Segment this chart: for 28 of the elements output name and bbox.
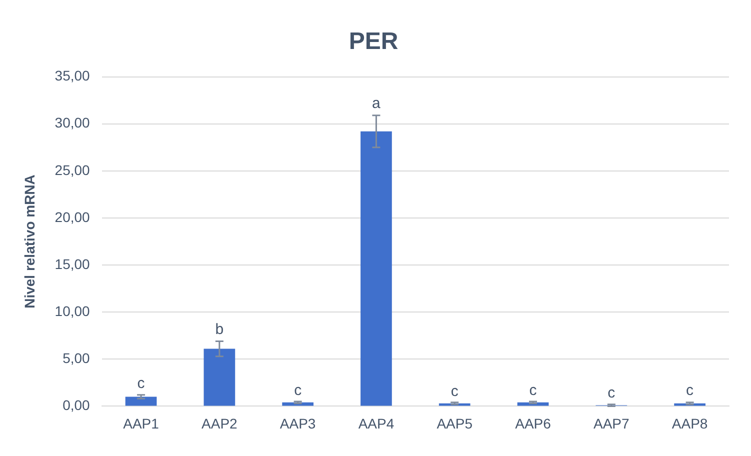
chart-title: PER (348, 28, 398, 56)
x-tick-label: AAP3 (280, 415, 316, 432)
y-tick-label: 30,00 (54, 114, 90, 131)
bar (360, 131, 392, 406)
y-tick-label: 5,00 (62, 350, 90, 366)
annotation: b (215, 320, 224, 338)
annotation: c (529, 382, 538, 399)
x-tick-label: AAP2 (202, 415, 238, 432)
x-tick-label: AAP7 (594, 415, 630, 432)
y-tick-label: 20,00 (54, 208, 90, 225)
y-tick-label: 35,00 (54, 68, 90, 84)
annotation: a (372, 95, 382, 112)
annotation: c (137, 375, 146, 392)
x-tick-label: AAP4 (358, 415, 394, 432)
x-tick-label: AAP8 (672, 415, 708, 432)
annotation: c (450, 382, 459, 400)
bar (204, 348, 236, 406)
x-tick-label: AAP5 (436, 415, 473, 432)
x-tick-label: AAP1 (123, 415, 160, 432)
y-tick-label: 25,00 (54, 162, 90, 178)
y-tick-label: 0,00 (62, 397, 90, 414)
annotation: c (608, 384, 616, 402)
y-tick-label: 10,00 (54, 302, 90, 319)
annotation: c (294, 382, 302, 399)
y-tick-label: 15,00 (54, 256, 90, 272)
y-axis-title: Nivel relativo mRNA (21, 174, 38, 308)
annotation: c (686, 382, 694, 400)
x-tick-label: AAP6 (515, 415, 552, 432)
